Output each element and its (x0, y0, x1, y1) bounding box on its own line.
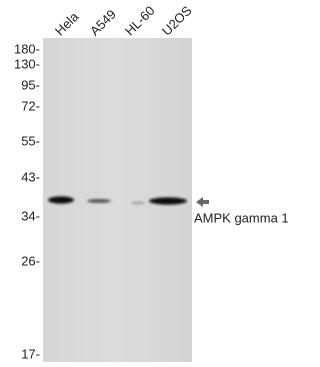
band-arrow (196, 197, 209, 207)
marker-label: 34- (21, 208, 40, 223)
band-label: AMPK gamma 1 (194, 210, 289, 225)
marker-label: 95- (21, 77, 40, 92)
marker-label: 26- (21, 253, 40, 268)
marker-label: 130- (14, 56, 40, 71)
lane-label: U2OS (159, 3, 195, 39)
marker-labels: 180-130- 95- 72- 55- 43- 34- 26- 17- (14, 41, 40, 361)
marker-label: 180- (14, 41, 40, 56)
lane-label: HL-60 (122, 3, 158, 39)
lane-label: A549 (87, 6, 119, 38)
marker-label: 43- (21, 169, 40, 184)
band (131, 202, 145, 204)
lane-label: Hela (52, 8, 82, 38)
band (48, 196, 74, 203)
marker-label: 72- (21, 98, 40, 113)
band (149, 197, 187, 204)
band (87, 199, 111, 203)
marker-label: 17- (21, 346, 40, 361)
marker-label: 55- (21, 133, 40, 148)
